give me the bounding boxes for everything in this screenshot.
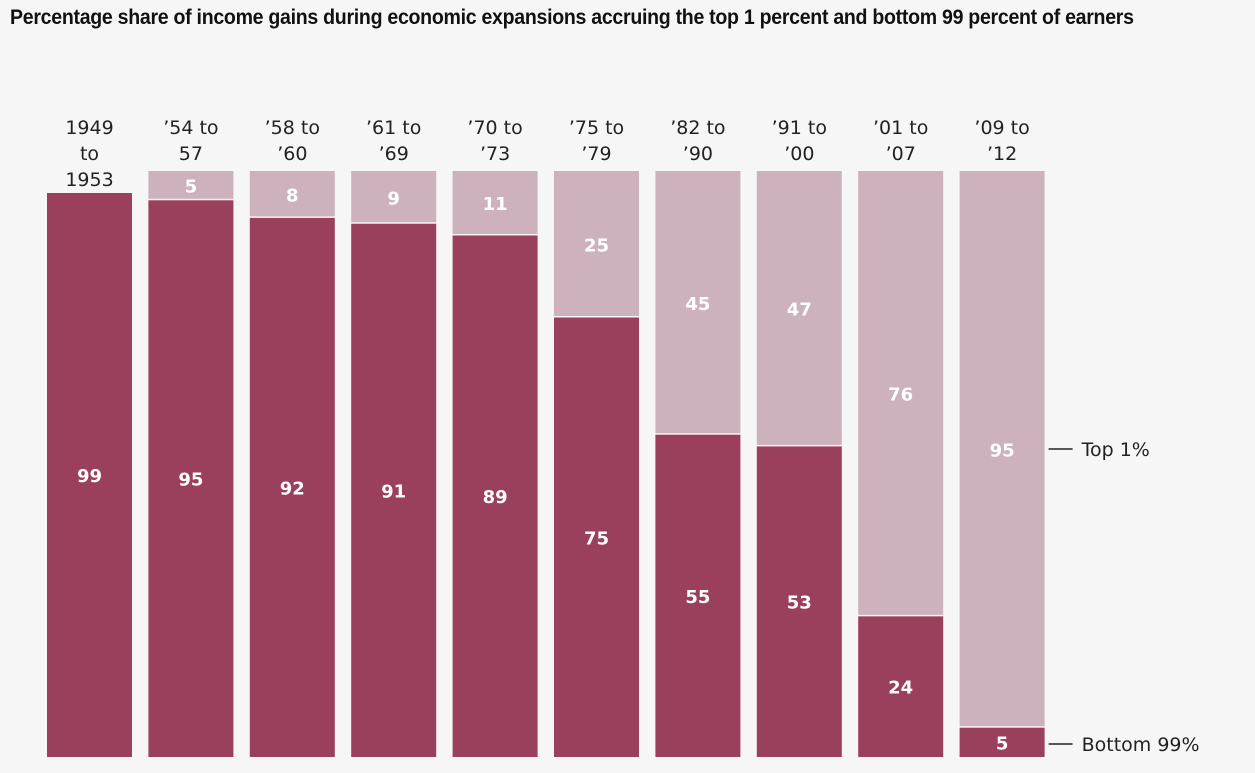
bar-segment-bottom-99 [554,317,639,757]
bar-segment-bottom-99 [148,200,234,758]
value-label-bottom-99: 95 [178,470,203,491]
value-label-bottom-99: 89 [483,487,508,508]
bar-segment-top-1 [655,171,741,434]
category-label: ’07 [886,143,916,165]
category-label: ’58 to [265,117,320,139]
value-label-top-1: 95 [990,440,1015,461]
value-label-top-1: 9 [387,188,400,209]
category-label: ’61 to [366,117,421,139]
category-label: ’12 [987,143,1017,165]
legend-label: Bottom 99% [1082,734,1200,756]
category-label: ’79 [581,143,611,165]
category-label: ’91 to [772,117,827,139]
category-label: ’01 to [873,117,928,139]
value-label-bottom-99: 75 [584,528,609,549]
bar-segment-bottom-99 [756,446,842,757]
bar-segment-bottom-99 [452,235,538,757]
bar-segment-top-1 [756,171,842,445]
category-label: to [80,143,99,165]
bar-segment-bottom-99 [47,193,132,757]
category-label: ’60 [277,143,307,165]
bar-segment-bottom-99 [959,727,1045,757]
bar-segment-top-1 [148,171,234,199]
legend-label: Top 1% [1081,439,1150,461]
category-label: 1953 [65,169,113,191]
category-label: ’70 to [467,117,522,139]
bar-segment-bottom-99 [351,223,437,758]
category-label: ’73 [480,143,510,165]
value-label-bottom-99: 55 [685,587,710,608]
value-label-top-1: 25 [584,235,609,256]
bar-segment-top-1 [858,171,944,615]
category-label: ’09 to [974,117,1029,139]
value-label-top-1: 76 [888,385,913,406]
bar-segment-bottom-99 [249,217,335,757]
bar-segment-bottom-99 [858,616,944,757]
value-label-top-1: 5 [185,177,198,198]
legend: Top 1% Bottom 99% [1048,439,1200,756]
value-label-bottom-99: 53 [787,593,812,614]
value-label-bottom-99: 99 [77,466,102,487]
value-label-top-1: 8 [286,185,299,206]
category-label: ’90 [683,143,713,165]
bar-segment-top-1 [959,171,1045,727]
bar-segment-top-1 [351,171,437,223]
value-label-top-1: 11 [483,194,508,215]
bar-segment-top-1 [554,171,639,316]
value-label-top-1: 45 [685,294,710,315]
bar-segment-bottom-99 [655,434,741,757]
category-label: ’00 [784,143,814,165]
category-label: 1949 [65,117,113,139]
value-label-bottom-99: 5 [996,733,1009,754]
chart-title: Percentage share of income gains during … [10,6,1134,29]
category-label: ’54 to [163,117,218,139]
category-label: ’75 to [569,117,624,139]
value-label-top-1: 47 [787,300,812,321]
bar-segment-top-1 [452,171,538,234]
value-label-bottom-99: 24 [888,678,913,699]
category-label: ’82 to [670,117,725,139]
value-label-bottom-99: 91 [381,481,406,502]
category-label: 57 [179,143,203,165]
bar-segment-top-1 [249,171,335,217]
category-label: ’69 [379,143,409,165]
value-label-bottom-99: 92 [280,478,305,499]
